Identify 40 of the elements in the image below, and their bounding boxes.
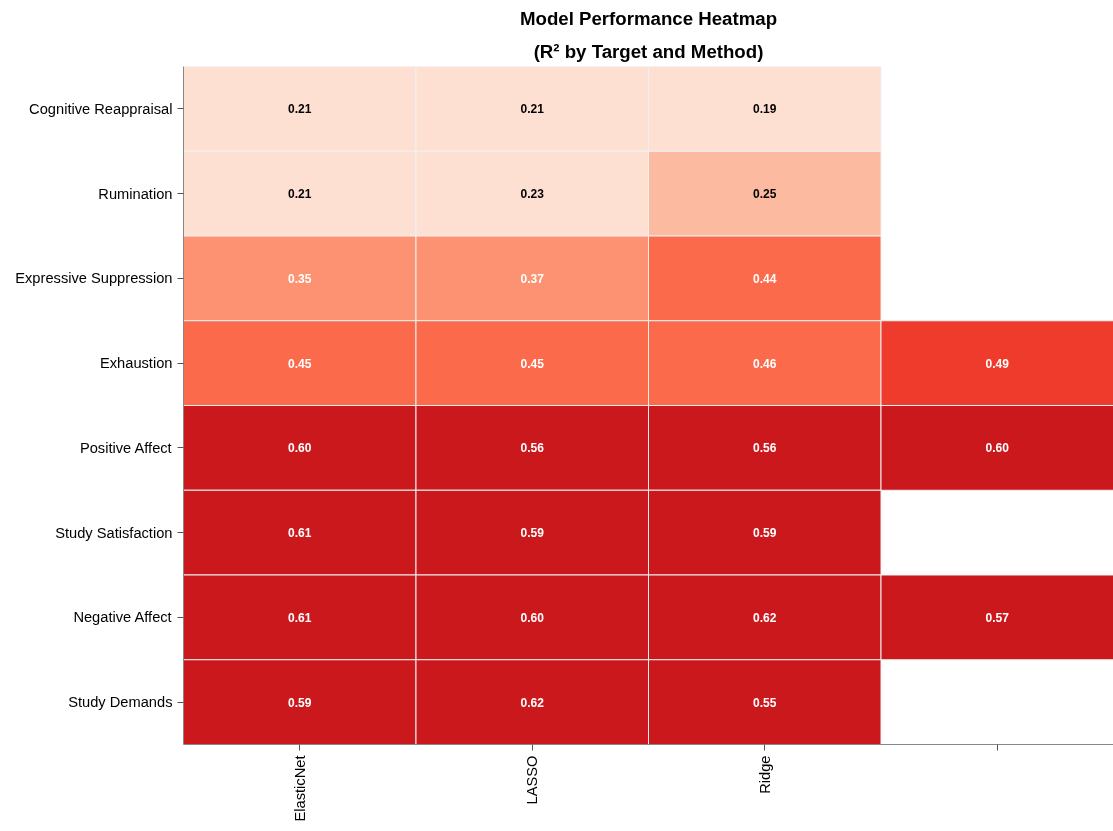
data-label: 0.37 bbox=[520, 271, 545, 286]
data-label: 0.44 bbox=[753, 271, 777, 286]
data-label: 0.56 bbox=[753, 441, 777, 456]
y-tick-label: Study Demands bbox=[68, 694, 173, 711]
data-label: 0.60 bbox=[985, 441, 1010, 456]
data-label: 0.21 bbox=[520, 102, 545, 117]
y-tick-label: Cognitive Reappraisal bbox=[29, 100, 173, 117]
data-label: 0.61 bbox=[288, 526, 312, 541]
y-tick-label: Study Satisfaction bbox=[55, 524, 173, 541]
x-tick-label: ElasticNet bbox=[291, 755, 308, 822]
data-label: 0.56 bbox=[520, 441, 545, 456]
data-label: 0.46 bbox=[753, 356, 777, 371]
data-label: 0.21 bbox=[288, 102, 312, 117]
data-label: 0.60 bbox=[288, 441, 312, 456]
y-tick-label: Exhaustion bbox=[99, 355, 173, 372]
data-label: 0.19 bbox=[753, 102, 777, 117]
data-label: 0.62 bbox=[753, 610, 777, 625]
data-label: 0.25 bbox=[753, 187, 777, 202]
y-tick-label: Negative Affect bbox=[73, 609, 172, 626]
data-label: 0.60 bbox=[520, 610, 545, 625]
data-label: 0.57 bbox=[985, 610, 1010, 625]
y-tick-label: Expressive Suppression bbox=[15, 270, 173, 287]
data-label: 0.21 bbox=[288, 187, 312, 202]
data-label: 0.59 bbox=[520, 526, 545, 541]
data-label: 0.59 bbox=[753, 526, 777, 541]
x-tick-label: Ridge bbox=[756, 755, 773, 794]
y-tick-label: Rumination bbox=[98, 185, 173, 202]
data-label: 0.49 bbox=[985, 356, 1010, 371]
data-label: 0.45 bbox=[520, 356, 545, 371]
data-label: 0.62 bbox=[520, 695, 545, 710]
data-label: 0.59 bbox=[288, 695, 312, 710]
data-label: 0.23 bbox=[520, 187, 545, 202]
y-tick-label: Positive Affect bbox=[79, 439, 172, 456]
data-label: 0.35 bbox=[288, 271, 312, 286]
data-label: 0.45 bbox=[288, 356, 312, 371]
data-label: 0.55 bbox=[753, 695, 777, 710]
chart-subtitle: (R² by Target and Method) bbox=[533, 40, 764, 62]
chart-title: Model Performance Heatmap bbox=[519, 7, 778, 29]
data-label: 0.61 bbox=[288, 610, 312, 625]
x-tick-label: LASSO bbox=[524, 755, 541, 805]
